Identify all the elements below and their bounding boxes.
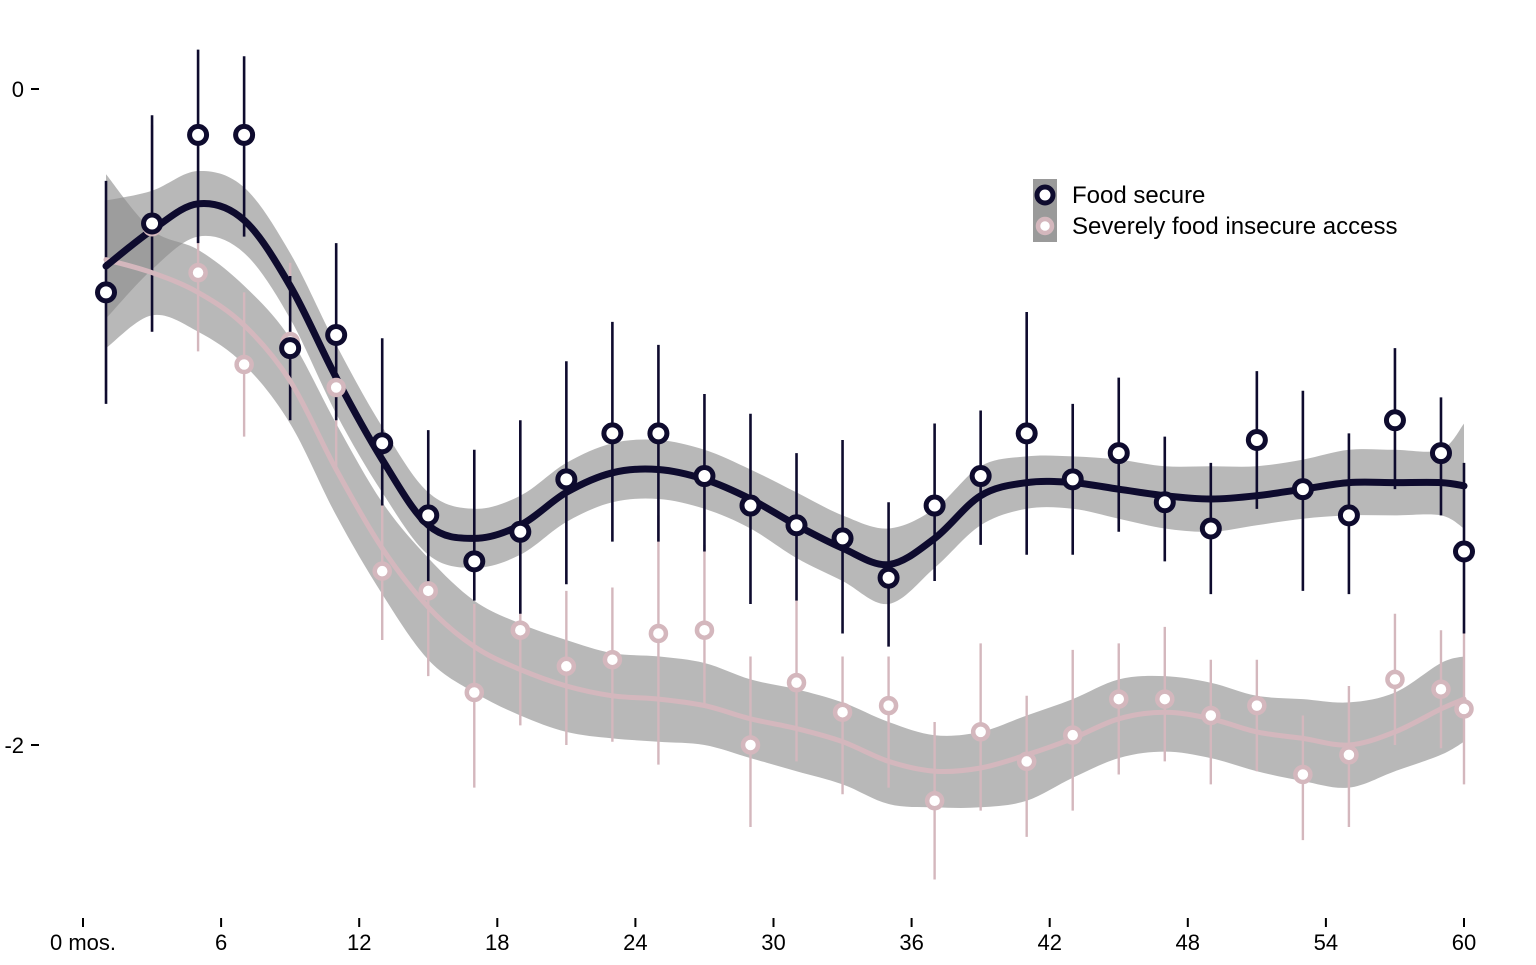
legend-marker xyxy=(1035,216,1055,236)
x-tick-label: 48 xyxy=(1176,930,1200,955)
data-point-series-0 xyxy=(601,422,624,445)
data-point-series-1 xyxy=(832,702,853,722)
data-point-series-1 xyxy=(418,581,438,601)
data-point-series-1 xyxy=(1431,679,1451,699)
data-point-series-1 xyxy=(1062,725,1083,745)
data-point-series-0 xyxy=(1061,468,1084,491)
data-point-series-1 xyxy=(510,620,531,640)
legend-marker xyxy=(1034,184,1056,206)
data-point-series-1 xyxy=(464,682,485,703)
data-point-series-0 xyxy=(141,212,164,235)
data-point-series-0 xyxy=(371,432,394,455)
smooth-lines xyxy=(102,199,1468,775)
data-point-series-0 xyxy=(509,520,532,543)
data-point-series-1 xyxy=(188,262,208,283)
data-point-series-1 xyxy=(970,722,991,742)
data-point-series-0 xyxy=(1337,504,1360,527)
data-point-series-1 xyxy=(602,649,623,670)
data-point-series-0 xyxy=(325,324,348,346)
trend-line-series-1 xyxy=(103,257,1467,775)
legend-label: Food secure xyxy=(1072,182,1205,209)
confidence-bands xyxy=(106,170,1464,808)
confidence-band-series-0 xyxy=(106,170,1464,605)
x-tick-label: 54 xyxy=(1314,930,1338,955)
legend-label: Severely food insecure access xyxy=(1072,213,1398,240)
x-tick-label: 30 xyxy=(761,930,785,955)
data-point-series-1 xyxy=(1339,745,1359,765)
data-point-series-1 xyxy=(1385,669,1405,690)
confidence-band-series-1 xyxy=(106,174,1464,808)
data-point-series-1 xyxy=(786,672,807,693)
data-point-series-0 xyxy=(463,550,486,573)
data-point-series-0 xyxy=(969,465,992,488)
data-points xyxy=(95,123,1475,811)
data-point-series-0 xyxy=(1153,491,1176,514)
data-point-series-0 xyxy=(555,468,578,491)
data-point-series-0 xyxy=(417,504,440,527)
data-point-series-1 xyxy=(1247,695,1267,716)
x-tick-label: 12 xyxy=(347,930,371,955)
x-tick-label: 18 xyxy=(485,930,509,955)
data-point-series-1 xyxy=(1201,705,1221,726)
data-point-series-1 xyxy=(556,656,577,677)
data-point-series-0 xyxy=(739,494,762,517)
data-point-series-1 xyxy=(694,620,715,640)
data-point-series-1 xyxy=(1155,689,1175,709)
x-tick-label: 0 mos. xyxy=(50,930,116,955)
data-point-series-1 xyxy=(878,695,899,716)
data-point-series-0 xyxy=(1199,517,1222,540)
data-point-series-1 xyxy=(1454,699,1474,719)
y-tick-label: -2 xyxy=(4,733,24,758)
data-point-series-0 xyxy=(1107,442,1130,465)
data-point-series-1 xyxy=(372,561,392,581)
data-point-series-1 xyxy=(648,623,669,644)
data-point-series-0 xyxy=(187,123,210,146)
data-point-series-0 xyxy=(785,514,808,537)
data-point-series-1 xyxy=(924,791,945,811)
data-point-series-0 xyxy=(95,281,118,304)
legend: Food secure Severely food insecure access xyxy=(1033,179,1398,242)
data-point-series-1 xyxy=(1109,689,1129,709)
data-point-series-0 xyxy=(233,123,256,146)
data-point-series-0 xyxy=(1245,428,1268,451)
data-point-series-0 xyxy=(1015,422,1038,445)
x-tick-label: 42 xyxy=(1037,930,1061,955)
data-point-series-0 xyxy=(1291,478,1314,501)
x-tick-label: 24 xyxy=(623,930,647,955)
data-point-series-0 xyxy=(693,465,716,488)
data-point-series-0 xyxy=(279,337,302,360)
data-point-series-0 xyxy=(831,527,854,550)
data-point-series-1 xyxy=(234,354,254,375)
data-point-series-0 xyxy=(647,422,670,445)
data-point-series-1 xyxy=(326,377,346,398)
data-point-series-1 xyxy=(1293,764,1313,785)
data-point-series-0 xyxy=(877,566,900,589)
data-point-series-0 xyxy=(1429,442,1452,465)
y-tick-label: 0 xyxy=(12,77,24,102)
x-tick-label: 6 xyxy=(215,930,227,955)
data-point-series-0 xyxy=(1383,409,1406,432)
axes: 0 mos. 6 12 18 24 30 36 42 48 54 60 0 -2 xyxy=(4,77,1476,955)
data-point-series-0 xyxy=(1453,540,1475,563)
x-tick-label: 60 xyxy=(1452,930,1476,955)
x-tick-label: 36 xyxy=(899,930,923,955)
data-point-series-1 xyxy=(1016,751,1037,772)
data-point-series-1 xyxy=(740,735,761,755)
trend-line-series-0 xyxy=(102,199,1468,569)
data-point-series-0 xyxy=(923,494,946,517)
